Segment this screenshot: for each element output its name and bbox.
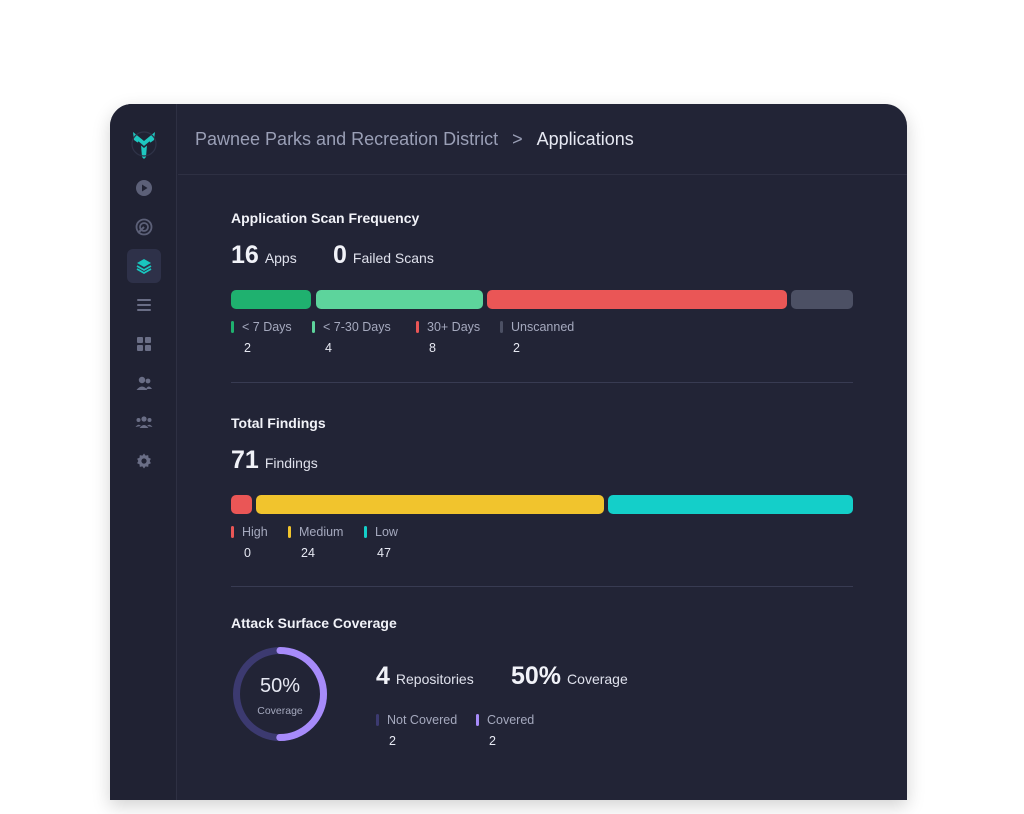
bar-segment-low[interactable] bbox=[608, 495, 853, 514]
legend-7-30-days: < 7-30 Days 4 bbox=[312, 320, 391, 355]
app-window: Pawnee Parks and Recreation District > A… bbox=[110, 104, 907, 800]
findings-stat: 71 Findings bbox=[231, 446, 318, 475]
legend-label: < 7 Days bbox=[242, 320, 292, 334]
legend-swatch bbox=[364, 526, 367, 538]
nav-item-applications[interactable] bbox=[127, 249, 161, 283]
nav-item-users[interactable] bbox=[127, 366, 161, 400]
legend-value: 2 bbox=[244, 341, 251, 355]
legend-swatch bbox=[500, 321, 503, 333]
donut-percentage: 50% bbox=[259, 675, 301, 697]
repositories-count: 4 bbox=[376, 662, 390, 690]
legend-label: Not Covered bbox=[387, 713, 458, 727]
breadcrumb-current: Applications bbox=[536, 128, 634, 149]
legend-not-covered: Not Covered 2 bbox=[376, 713, 457, 748]
section-divider bbox=[231, 382, 853, 383]
coverage-title: Attack Surface Coverage bbox=[231, 615, 397, 631]
gear-icon bbox=[137, 453, 151, 469]
bar-segment-30-plus-days[interactable] bbox=[487, 290, 787, 309]
legend-under-7-days: < 7 Days 2 bbox=[231, 320, 292, 355]
findings-label: Findings bbox=[264, 455, 318, 471]
apps-count: 16 bbox=[231, 241, 259, 269]
legend-value: 0 bbox=[244, 546, 251, 560]
legend-low: Low 47 bbox=[364, 525, 398, 560]
logo-icon[interactable] bbox=[130, 128, 158, 160]
nav-item-play[interactable] bbox=[127, 171, 161, 205]
legend-label: < 7-30 Days bbox=[323, 320, 391, 334]
legend-value: 2 bbox=[389, 734, 396, 748]
team-icon bbox=[135, 416, 153, 428]
coverage-donut-chart[interactable] bbox=[231, 645, 329, 743]
failed-scans-label: Failed Scans bbox=[352, 250, 434, 266]
legend-label: Unscanned bbox=[511, 320, 575, 334]
legend-label: High bbox=[242, 525, 268, 539]
user-group-icon bbox=[136, 376, 152, 390]
legend-swatch bbox=[288, 526, 291, 538]
legend-swatch bbox=[476, 714, 479, 726]
nav-item-list[interactable] bbox=[127, 288, 161, 322]
legend-value: 2 bbox=[513, 341, 520, 355]
donut-label: Coverage bbox=[257, 705, 303, 717]
breadcrumb: Pawnee Parks and Recreation District > A… bbox=[178, 104, 907, 175]
bar-segment-high[interactable] bbox=[231, 495, 252, 514]
failed-scans-stat: 0 Failed Scans bbox=[333, 241, 434, 270]
grid-icon bbox=[137, 337, 151, 351]
legend-label: Low bbox=[375, 525, 398, 539]
apps-stat: 16 Apps bbox=[231, 241, 297, 270]
legend-30-plus-days: 30+ Days 8 bbox=[416, 320, 480, 355]
legend-value: 4 bbox=[325, 341, 332, 355]
findings-title: Total Findings bbox=[231, 415, 326, 431]
bar-segment-7-30-days[interactable] bbox=[316, 290, 483, 309]
section-divider bbox=[231, 586, 853, 587]
bar-segment-medium[interactable] bbox=[256, 495, 604, 514]
legend-value: 2 bbox=[489, 734, 496, 748]
legend-label: Covered bbox=[487, 713, 535, 727]
legend-unscanned: Unscanned 2 bbox=[500, 320, 574, 355]
layers-icon bbox=[136, 259, 152, 275]
sidebar bbox=[110, 104, 177, 800]
nav-item-teams[interactable] bbox=[127, 405, 161, 439]
legend-label: Medium bbox=[299, 525, 344, 539]
legend-value: 47 bbox=[377, 546, 391, 560]
breadcrumb-parent[interactable]: Pawnee Parks and Recreation District bbox=[195, 128, 499, 149]
failed-scans-count: 0 bbox=[333, 241, 347, 269]
legend-label: 30+ Days bbox=[427, 320, 481, 334]
legend-swatch bbox=[231, 526, 234, 538]
repositories-stat: 4 Repositories bbox=[376, 662, 474, 691]
list-icon bbox=[137, 299, 151, 311]
legend-swatch bbox=[416, 321, 419, 333]
play-icon bbox=[136, 180, 152, 196]
legend-value: 24 bbox=[301, 546, 315, 560]
legend-medium: Medium 24 bbox=[288, 525, 343, 560]
findings-count: 71 bbox=[231, 446, 259, 474]
apps-label: Apps bbox=[264, 250, 297, 266]
bar-segment-under-7-days[interactable] bbox=[231, 290, 311, 309]
legend-value: 8 bbox=[429, 341, 436, 355]
donut-covered-arc bbox=[233, 647, 327, 741]
scan-frequency-title: Application Scan Frequency bbox=[231, 210, 420, 226]
nav-item-grid[interactable] bbox=[127, 327, 161, 361]
donut-center-label: 50% Coverage bbox=[231, 645, 329, 743]
legend-swatch bbox=[312, 321, 315, 333]
coverage-percentage: 50% bbox=[511, 662, 562, 690]
legend-swatch bbox=[231, 321, 234, 333]
breadcrumb-separator-icon: > bbox=[512, 128, 523, 149]
bar-segment-unscanned[interactable] bbox=[791, 290, 853, 309]
coverage-label: Coverage bbox=[567, 671, 628, 687]
legend-high: High 0 bbox=[231, 525, 268, 560]
radar-icon bbox=[135, 218, 153, 236]
coverage-stat: 50% Coverage bbox=[511, 662, 628, 691]
nav-item-radar[interactable] bbox=[127, 210, 161, 244]
nav-item-settings[interactable] bbox=[127, 444, 161, 478]
legend-covered: Covered 2 bbox=[476, 713, 534, 748]
legend-swatch bbox=[376, 714, 379, 726]
repositories-label: Repositories bbox=[395, 671, 474, 687]
